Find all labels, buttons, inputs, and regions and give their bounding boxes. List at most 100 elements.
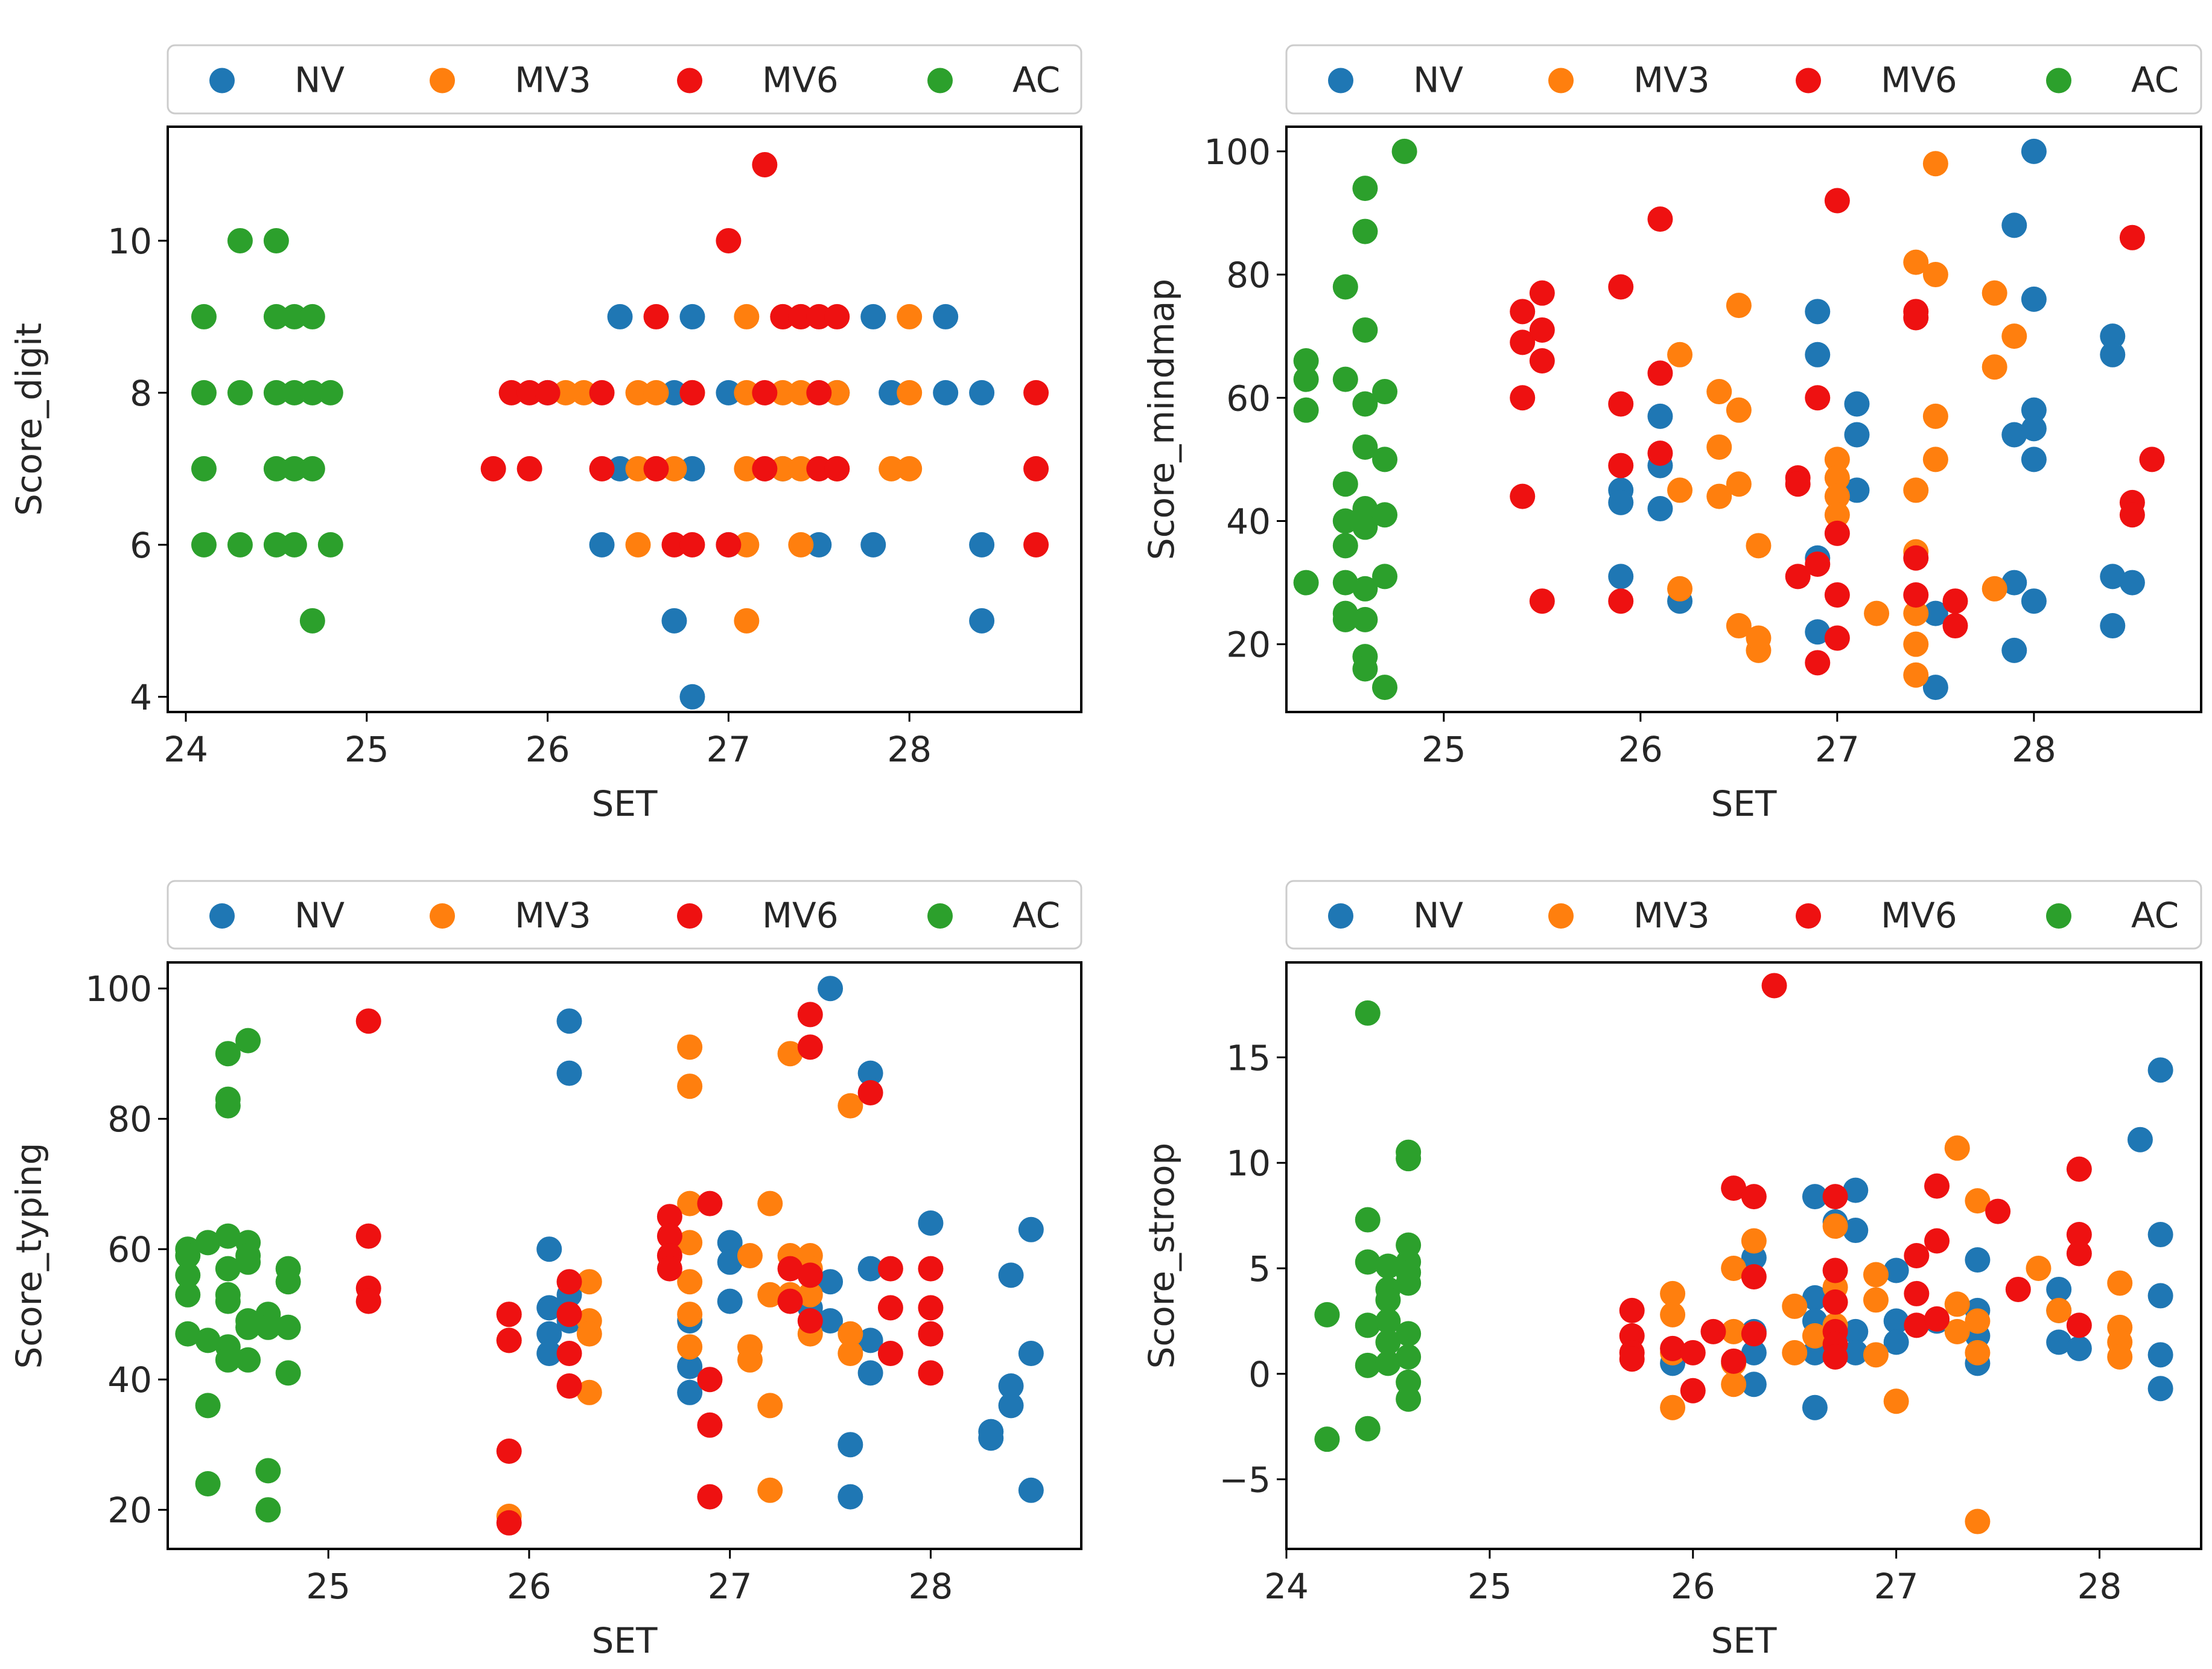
data-point [661,380,687,405]
data-point [1782,1340,1808,1365]
data-point [355,1223,381,1249]
data-point [1375,1350,1401,1376]
data-point [1785,564,1811,590]
data-point [2147,1342,2173,1368]
data-point [1944,1291,1970,1317]
x-tick-label: 26 [507,1566,551,1607]
data-point [317,532,343,558]
data-point [1805,551,1831,577]
legend-label-mv6: MV6 [762,895,839,936]
data-point [1922,447,1948,472]
data-point [1805,619,1831,645]
legend-marker-ac [927,903,953,929]
x-tick-label: 25 [345,729,389,770]
data-point [734,532,760,558]
data-point [797,1034,823,1060]
data-point [191,532,217,558]
data-point [1396,1270,1422,1296]
y-axis-label: Score_stroop [1141,1143,1182,1369]
data-point [607,456,633,482]
data-point [1822,1184,1848,1210]
data-point [978,1425,1004,1451]
data-point [2147,1283,2173,1309]
chart-panel-digit: 24 25 26 27 28 4 6 8 10 SET Score_digit NV MV3 MV6 AC [8,44,1082,824]
series-nv [535,304,995,710]
data-point [1922,675,1948,701]
series-mv6 [355,1002,944,1536]
data-point [556,1341,582,1366]
data-point [227,532,253,558]
data-point [536,1321,562,1347]
series-nv [1608,138,2145,701]
legend: NV MV3 MV6 AC [167,44,1082,115]
y-tick-label: 80 [107,1099,152,1140]
data-point [918,1210,944,1236]
legend-box [167,44,1082,115]
data-point [1352,434,1378,460]
legend-label-mv3: MV3 [515,60,591,101]
x-tick-label: 27 [706,729,751,770]
data-point [697,1367,723,1393]
legend-label-ac: AC [2131,895,2179,936]
data-point [969,608,995,634]
data-point [2001,422,2027,448]
data-point [215,1041,241,1067]
data-point [1660,1302,1686,1327]
legend-label-ac: AC [2131,60,2179,101]
data-point [1396,1321,1422,1347]
data-point [1355,1000,1381,1026]
data-point [818,976,844,1002]
legend-marker-mv6 [677,68,702,94]
data-point [1023,532,1049,558]
data-point [2021,397,2047,423]
data-point [933,380,959,405]
data-point [806,304,832,329]
data-point [1741,1340,1767,1365]
data-point [1863,1262,1889,1288]
data-point [679,532,705,558]
data-point [717,1249,743,1275]
data-point [837,1093,863,1119]
data-point [263,456,289,482]
data-point [1332,366,1358,392]
data-point [1510,329,1536,355]
data-point [788,532,814,558]
data-point [1608,564,1634,590]
legend-box [1285,880,2202,950]
y-tick-label: 6 [130,525,152,566]
data-point [897,456,923,482]
legend-label-mv3: MV3 [1633,895,1710,936]
data-point [734,380,760,405]
x-tick-label: 27 [1815,729,1860,770]
data-point [2001,637,2027,663]
data-point [1761,973,1787,999]
data-point [2046,1297,2072,1323]
data-point [275,1360,301,1386]
data-point [677,1269,703,1295]
axes-frame [1285,961,2202,1550]
data-point [1372,502,1398,528]
data-point [1332,508,1358,534]
data-point [1647,440,1673,466]
data-point [1372,447,1398,472]
data-point [1982,576,2007,602]
data-point [215,1256,241,1282]
data-point [235,1347,261,1373]
data-point [1375,1287,1401,1313]
x-tick-label: 25 [306,1566,351,1607]
data-point [788,456,814,482]
data-point [1746,533,1772,559]
data-point [1843,1218,1869,1244]
data-point [877,1295,903,1321]
data-point [2119,570,2145,596]
data-point [589,456,615,482]
data-point [788,380,814,405]
data-point [1529,280,1555,306]
data-point [777,1288,803,1314]
data-point [576,1269,602,1295]
data-point [737,1243,763,1268]
data-point [281,456,307,482]
data-point [1965,1340,1991,1365]
data-point [879,380,904,405]
data-point [1667,342,1693,367]
